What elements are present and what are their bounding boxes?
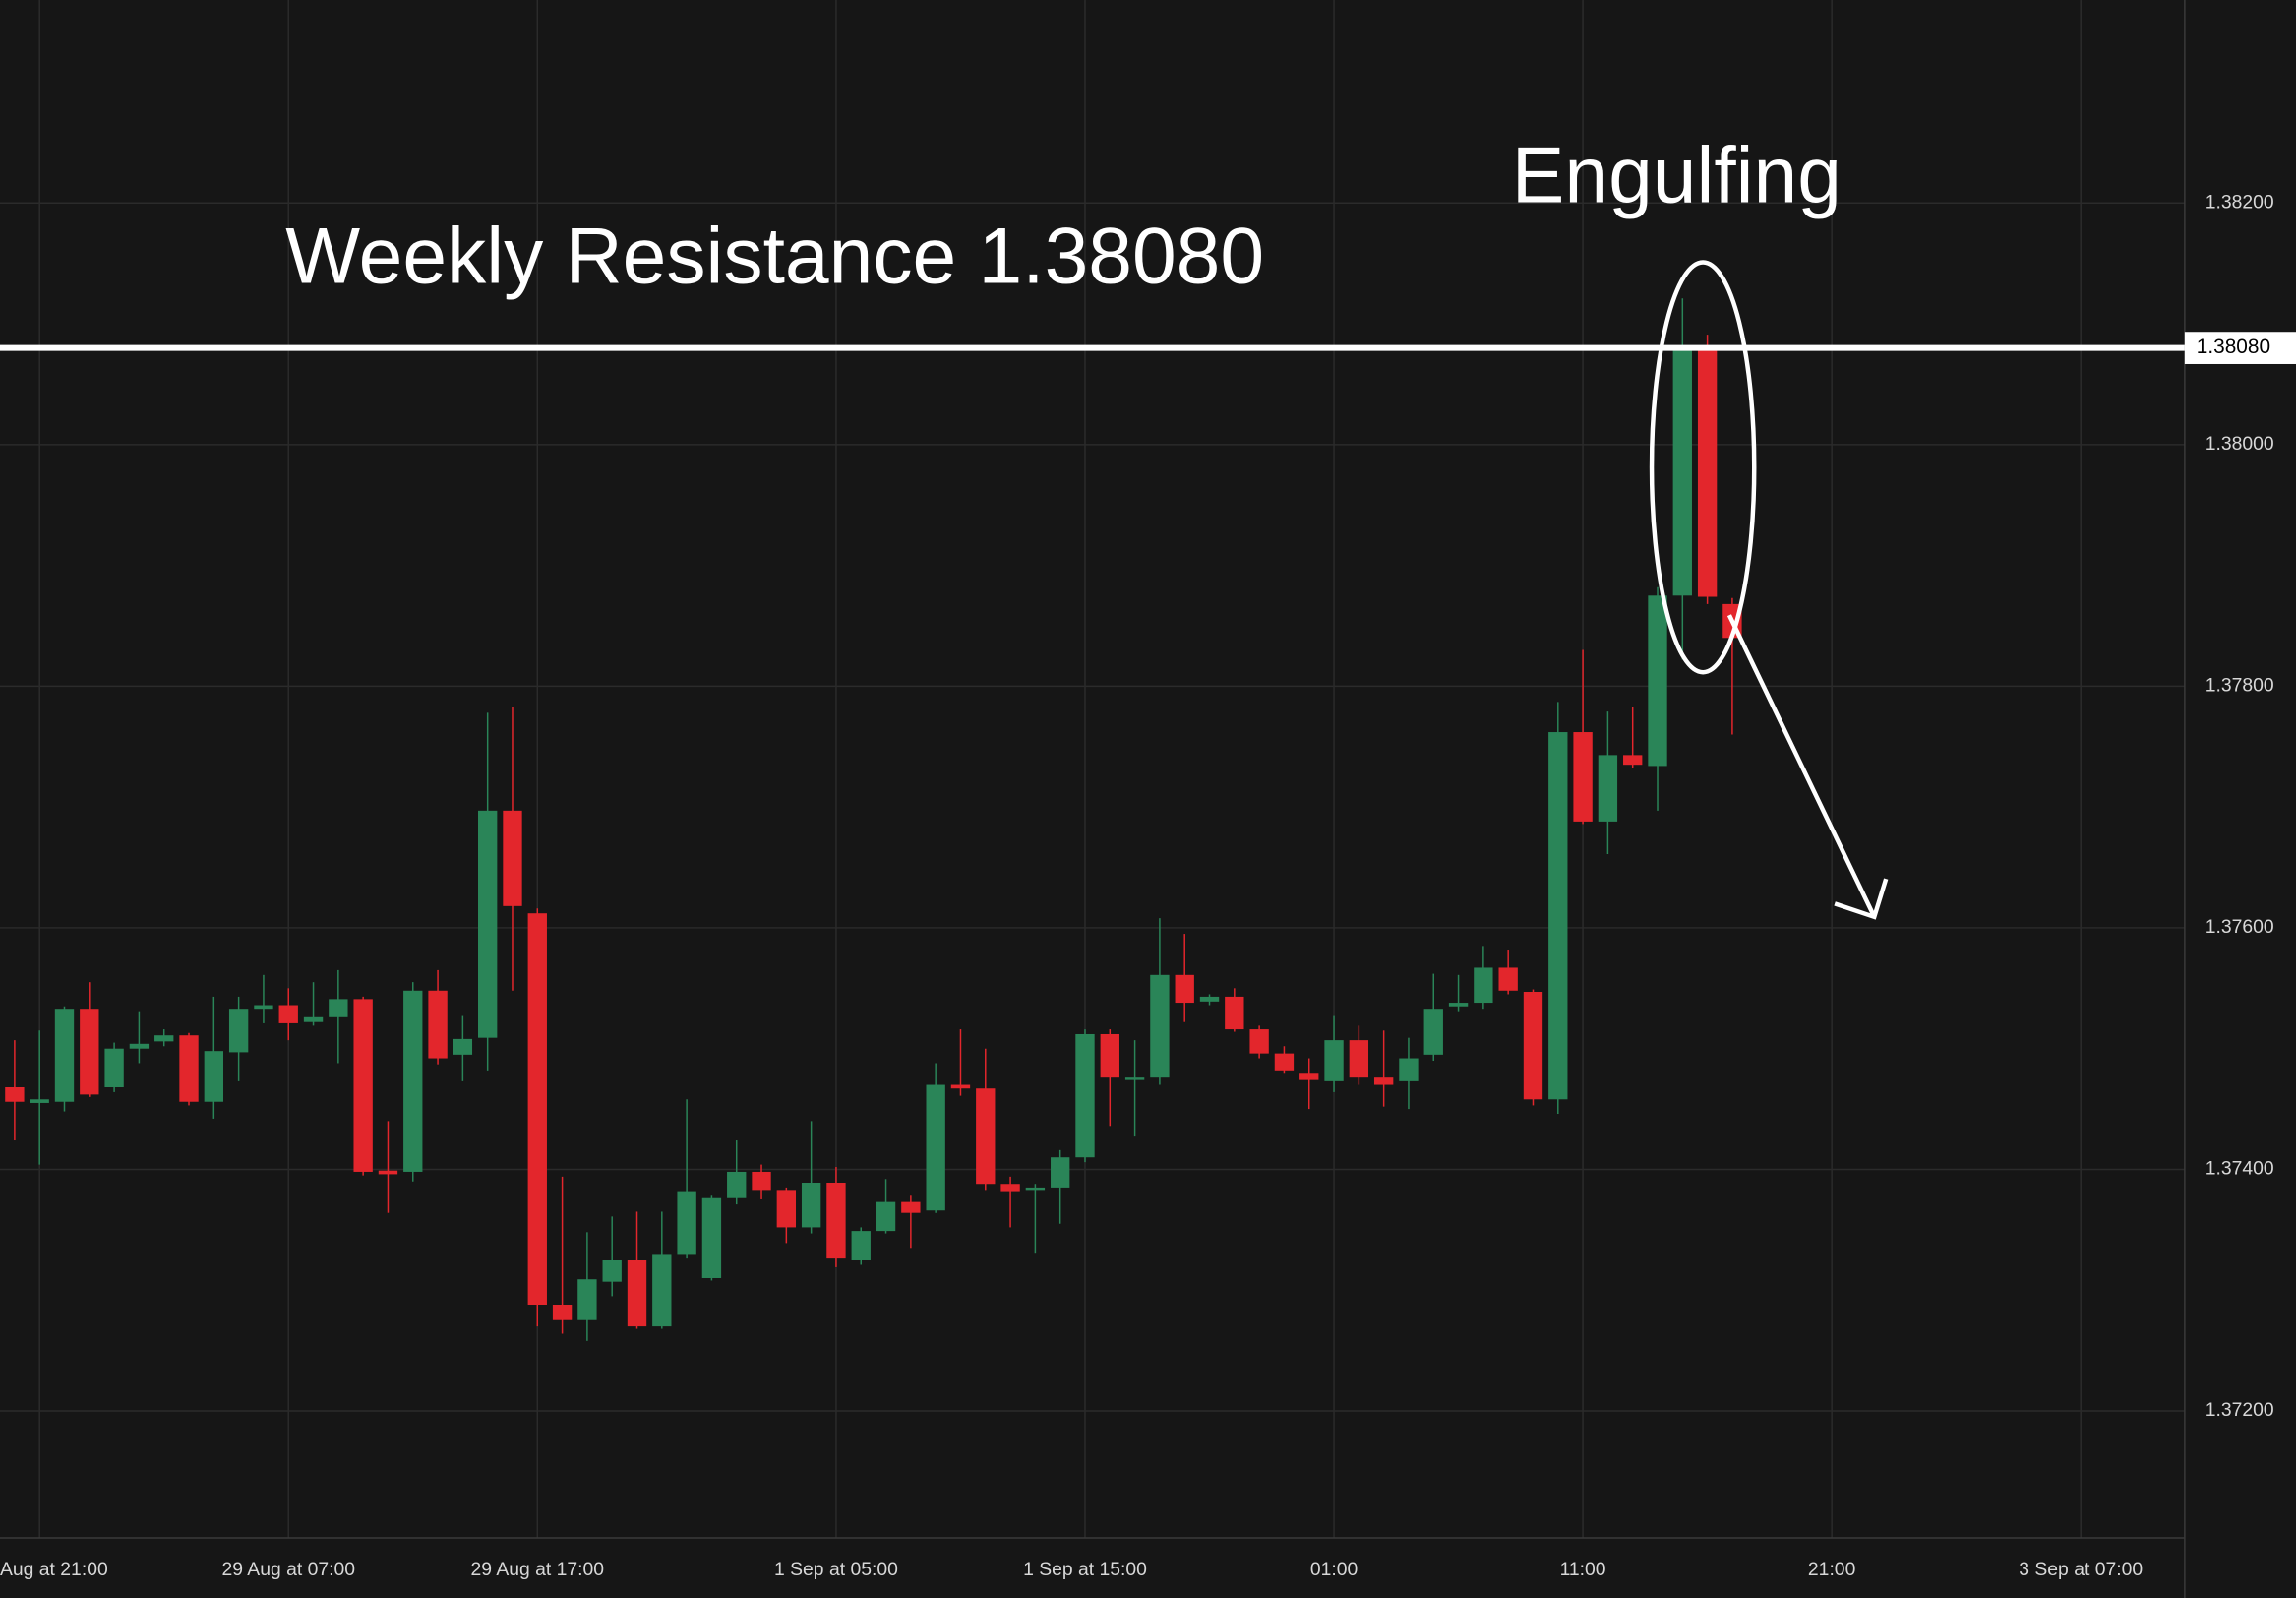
x-tick-label: 1 Sep at 15:00: [1023, 1559, 1147, 1580]
candle-body: [204, 1051, 223, 1102]
candle-body: [801, 1182, 821, 1228]
candle-body: [1225, 996, 1244, 1030]
candle-body: [1025, 1187, 1046, 1191]
candle-body: [1697, 348, 1718, 597]
candle-body: [278, 1005, 298, 1023]
candle-body: [503, 810, 522, 906]
price-label-box: [2184, 332, 2296, 364]
candle-body: [1399, 1058, 1419, 1081]
candle-body: [1274, 1053, 1295, 1071]
candle-body: [1373, 1077, 1394, 1085]
candle-body: [677, 1191, 696, 1255]
candle-body: [602, 1260, 622, 1282]
candle-body: [627, 1260, 647, 1327]
candle-body: [1299, 1073, 1319, 1080]
candle-body: [428, 990, 448, 1059]
candle-body: [1249, 1029, 1269, 1054]
candle-body: [478, 810, 498, 1038]
x-tick-label: 1 Sep at 05:00: [774, 1559, 898, 1580]
x-tick-label: 21:00: [1808, 1559, 1855, 1580]
candle-body: [1000, 1184, 1020, 1192]
annotation: Engulfing: [1512, 131, 1842, 219]
candle-body: [826, 1182, 846, 1259]
candle-body: [1349, 1040, 1369, 1078]
candle-body: [378, 1170, 398, 1175]
candle-body: [1448, 1003, 1469, 1007]
candle-body: [1498, 967, 1518, 991]
arrow: [1726, 614, 1889, 920]
candle-body: [453, 1038, 473, 1055]
y-tick-label: 1.37800: [2205, 674, 2274, 696]
candle-body: [577, 1279, 597, 1320]
candle-body: [552, 1304, 573, 1320]
candle-body: [179, 1035, 199, 1102]
x-tick-label: Aug at 21:00: [0, 1559, 108, 1580]
candle-body: [353, 999, 373, 1172]
candle-body: [403, 990, 423, 1172]
candle-body: [1075, 1033, 1095, 1158]
candle-body: [1523, 992, 1543, 1100]
candle-body: [1175, 974, 1194, 1004]
x-tick-label: 11:00: [1560, 1559, 1606, 1580]
candle-body: [752, 1171, 771, 1191]
candle-body: [254, 1005, 273, 1010]
candle-body: [1423, 1009, 1443, 1055]
candle-body: [527, 913, 547, 1305]
candle-body: [54, 1009, 75, 1102]
overlay: 1.38080: [0, 332, 2296, 364]
candle-body: [30, 1099, 49, 1103]
y-tick-label: 1.37600: [2205, 916, 2274, 938]
highlight-ellipse: [1649, 260, 1757, 675]
candle-body: [1051, 1157, 1070, 1188]
y-tick-label: 1.37200: [2205, 1399, 2274, 1421]
candle-body: [329, 999, 348, 1017]
candle-body: [1548, 732, 1568, 1100]
annotation: Weekly Resistance 1.38080: [285, 212, 1264, 300]
candle-body: [876, 1201, 896, 1232]
candle-body: [80, 1009, 99, 1095]
candle-body: [727, 1171, 747, 1198]
price-label: 1.38080: [2197, 336, 2270, 358]
x-tick-label: 29 Aug at 07:00: [221, 1559, 355, 1580]
candle-body: [1150, 974, 1170, 1078]
candle-body: [303, 1016, 324, 1022]
candle-body: [5, 1087, 25, 1102]
candle-body: [1648, 595, 1667, 767]
candle-body: [1124, 1077, 1145, 1080]
candle-body: [701, 1197, 722, 1278]
candle-body: [1672, 348, 1692, 596]
y-tick-label: 1.38200: [2205, 191, 2274, 213]
candle-body: [1573, 732, 1593, 822]
candle-body: [228, 1009, 249, 1053]
grid: [0, 0, 2185, 1538]
x-tick-label: 01:00: [1310, 1559, 1358, 1580]
candle-body: [1598, 755, 1618, 822]
x-tick-label: 3 Sep at 07:00: [2019, 1559, 2143, 1580]
candle-body: [1100, 1033, 1119, 1078]
candle-body: [901, 1201, 921, 1213]
candle-body: [1199, 996, 1220, 1002]
candle-body: [652, 1254, 672, 1327]
candle-body: [976, 1088, 996, 1185]
candle-body: [154, 1035, 174, 1042]
candle-body: [776, 1190, 797, 1228]
candle-body: [1324, 1040, 1344, 1081]
candle-body: [104, 1048, 124, 1088]
candle-body: [1623, 755, 1643, 766]
y-tick-label: 1.38000: [2205, 433, 2274, 455]
candle-body: [1474, 967, 1493, 1004]
candle-body: [950, 1084, 971, 1089]
candle-body: [129, 1043, 150, 1049]
y-tick-label: 1.37400: [2205, 1158, 2274, 1180]
candles: [5, 298, 1742, 1341]
candle-body: [851, 1231, 871, 1260]
candle-body: [926, 1084, 945, 1211]
x-tick-label: 29 Aug at 17:00: [471, 1559, 605, 1580]
